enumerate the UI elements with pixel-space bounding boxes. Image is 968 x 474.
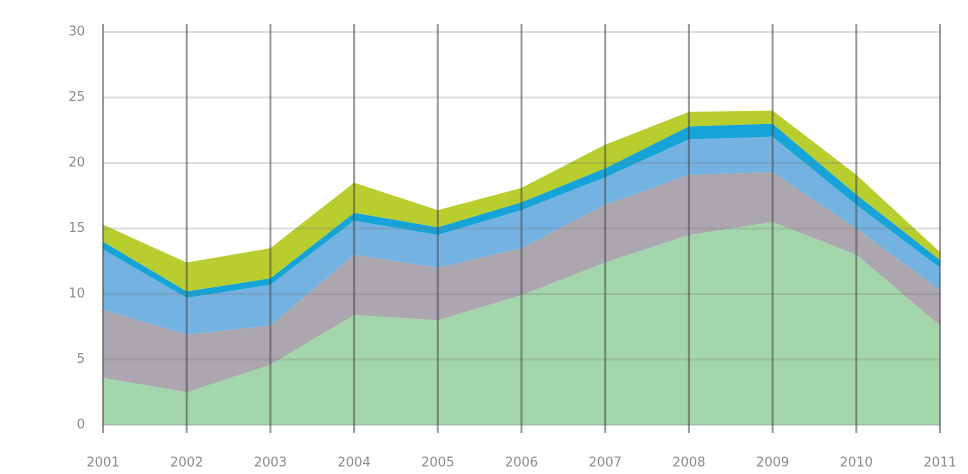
x-tick-label: 2006 [505, 456, 538, 471]
x-tick-label: 2009 [756, 456, 789, 471]
x-tick-label: 2011 [923, 456, 956, 471]
x-tick-label: 2003 [254, 456, 287, 471]
x-tick-label: 2005 [421, 456, 454, 471]
y-tick-label: 25 [68, 90, 85, 105]
y-tick-label: 20 [68, 156, 85, 171]
y-tick-label: 15 [68, 221, 85, 236]
y-tick-label: 0 [77, 418, 85, 433]
x-tick-label: 2008 [672, 456, 705, 471]
y-tick-label: 5 [77, 352, 85, 367]
x-tick-label: 2001 [86, 456, 119, 471]
x-tick-label: 2002 [170, 456, 203, 471]
x-tick-label: 2010 [840, 456, 873, 471]
y-tick-label: 10 [68, 287, 85, 302]
y-tick-label: 30 [68, 25, 85, 40]
x-tick-label: 2004 [338, 456, 371, 471]
x-tick-label: 2007 [589, 456, 622, 471]
